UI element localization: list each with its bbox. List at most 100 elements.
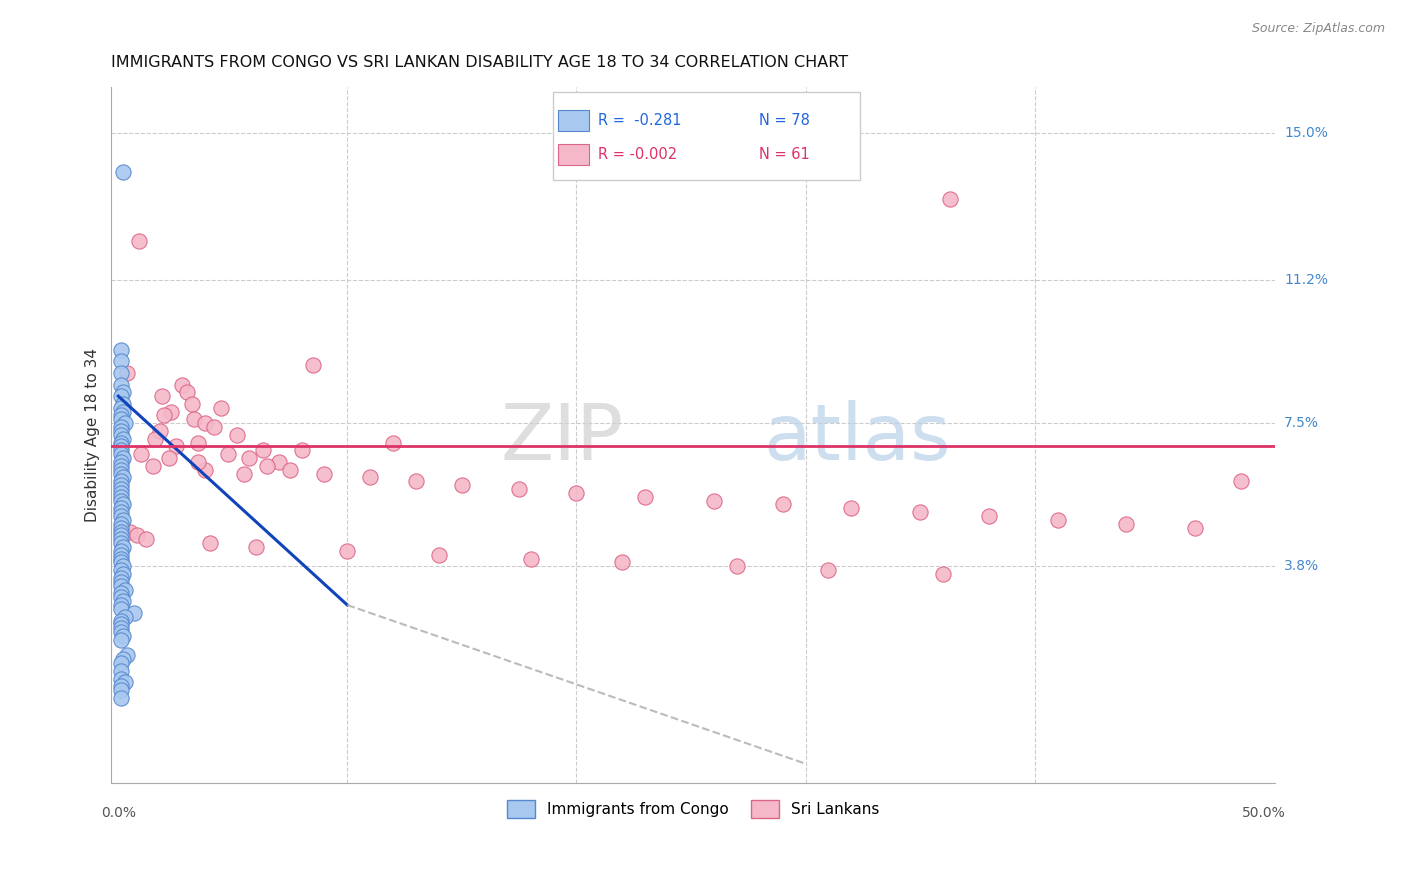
Point (110, 617, 132, 632)
Point (382, 435, 405, 450)
Point (612, 556, 634, 570)
Point (110, 625, 132, 640)
Point (110, 343, 132, 357)
Text: N = 78: N = 78 (759, 113, 810, 128)
Point (252, 443, 274, 458)
Legend: Immigrants from Congo, Sri Lankans: Immigrants from Congo, Sri Lankans (501, 794, 886, 824)
Y-axis label: Disability Age 18 to 34: Disability Age 18 to 34 (86, 348, 100, 522)
Point (110, 621, 132, 635)
Point (110, 556, 132, 570)
Point (110, 591, 132, 605)
Point (111, 404, 134, 418)
Point (183, 412, 205, 426)
Point (111, 559, 134, 574)
Point (124, 606, 146, 620)
Point (114, 582, 136, 597)
Point (302, 358, 325, 372)
Point (110, 521, 132, 535)
Point (508, 482, 530, 496)
Point (110, 574, 132, 589)
Point (233, 467, 256, 481)
Text: ZIP: ZIP (501, 401, 623, 476)
Point (278, 462, 301, 476)
Point (110, 516, 132, 531)
Point (153, 409, 176, 423)
Point (841, 501, 863, 516)
Point (110, 656, 132, 670)
Point (110, 467, 132, 481)
Point (194, 462, 217, 476)
Point (908, 505, 931, 519)
Point (110, 683, 132, 698)
Point (245, 540, 267, 554)
Point (142, 458, 165, 473)
Point (110, 551, 132, 566)
Point (451, 478, 474, 492)
Text: N = 61: N = 61 (759, 147, 810, 162)
Point (110, 420, 132, 434)
Point (135, 533, 157, 547)
Point (110, 614, 132, 628)
Point (165, 439, 187, 453)
Point (110, 354, 132, 368)
Point (114, 416, 136, 430)
Point (111, 629, 134, 643)
Point (217, 447, 239, 461)
Point (634, 490, 657, 504)
Point (111, 385, 134, 400)
Text: atlas: atlas (763, 401, 950, 476)
Point (160, 404, 183, 418)
Point (110, 579, 132, 593)
Point (111, 652, 134, 666)
Point (111, 397, 134, 411)
Text: 15.0%: 15.0% (1284, 126, 1329, 140)
Point (117, 366, 139, 380)
Point (110, 586, 132, 600)
Point (209, 401, 232, 415)
Point (110, 528, 132, 542)
Point (110, 548, 132, 562)
Point (427, 548, 450, 562)
Point (817, 563, 839, 577)
Point (977, 509, 1000, 524)
Point (110, 412, 132, 426)
Point (150, 389, 173, 403)
Text: 3.8%: 3.8% (1284, 559, 1319, 574)
Point (111, 164, 134, 178)
Point (110, 486, 132, 500)
Point (172, 377, 194, 392)
Point (110, 563, 132, 577)
Point (110, 389, 132, 403)
Text: R = -0.002: R = -0.002 (598, 147, 676, 162)
Point (772, 498, 794, 512)
Point (110, 462, 132, 476)
Point (148, 424, 170, 438)
Point (110, 435, 132, 450)
Point (176, 385, 198, 400)
Point (111, 567, 134, 582)
Point (110, 366, 132, 380)
Text: 7.5%: 7.5% (1284, 417, 1319, 430)
Point (1046, 513, 1069, 527)
Point (110, 455, 132, 469)
Point (405, 475, 427, 489)
Point (187, 435, 209, 450)
Point (111, 594, 134, 608)
Point (111, 498, 134, 512)
Point (110, 447, 132, 461)
Point (1184, 521, 1206, 535)
Point (110, 509, 132, 524)
Point (359, 470, 381, 484)
Text: R =  -0.281: R = -0.281 (598, 113, 681, 128)
Point (111, 470, 134, 484)
Point (110, 377, 132, 392)
Point (110, 493, 132, 508)
Point (110, 401, 132, 415)
Point (932, 567, 955, 582)
Point (939, 192, 962, 206)
Point (110, 690, 132, 705)
Point (110, 439, 132, 453)
Point (143, 432, 166, 446)
Point (129, 447, 152, 461)
Point (110, 501, 132, 516)
